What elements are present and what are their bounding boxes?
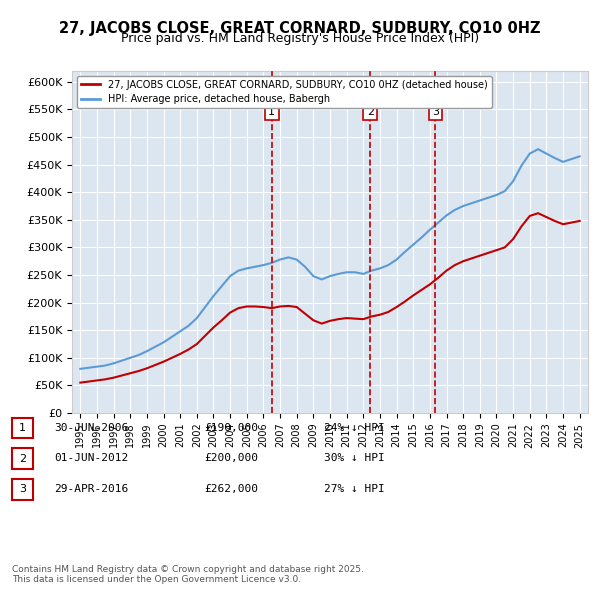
- Text: 27, JACOBS CLOSE, GREAT CORNARD, SUDBURY, CO10 0HZ: 27, JACOBS CLOSE, GREAT CORNARD, SUDBURY…: [59, 21, 541, 35]
- Text: £190,000: £190,000: [204, 423, 258, 432]
- Text: £262,000: £262,000: [204, 484, 258, 494]
- Text: 27% ↓ HPI: 27% ↓ HPI: [324, 484, 385, 494]
- Text: 29-APR-2016: 29-APR-2016: [54, 484, 128, 494]
- Text: 3: 3: [19, 484, 26, 494]
- Text: 1: 1: [19, 423, 26, 433]
- Text: Price paid vs. HM Land Registry's House Price Index (HPI): Price paid vs. HM Land Registry's House …: [121, 32, 479, 45]
- Text: 30% ↓ HPI: 30% ↓ HPI: [324, 454, 385, 463]
- Text: 3: 3: [432, 107, 439, 117]
- Text: 1: 1: [268, 107, 275, 117]
- Text: 24% ↓ HPI: 24% ↓ HPI: [324, 423, 385, 432]
- Text: 01-JUN-2012: 01-JUN-2012: [54, 454, 128, 463]
- Text: 30-JUN-2006: 30-JUN-2006: [54, 423, 128, 432]
- Text: 2: 2: [367, 107, 374, 117]
- Text: £200,000: £200,000: [204, 454, 258, 463]
- Text: 2: 2: [19, 454, 26, 464]
- Legend: 27, JACOBS CLOSE, GREAT CORNARD, SUDBURY, CO10 0HZ (detached house), HPI: Averag: 27, JACOBS CLOSE, GREAT CORNARD, SUDBURY…: [77, 76, 491, 109]
- Text: Contains HM Land Registry data © Crown copyright and database right 2025.
This d: Contains HM Land Registry data © Crown c…: [12, 565, 364, 584]
